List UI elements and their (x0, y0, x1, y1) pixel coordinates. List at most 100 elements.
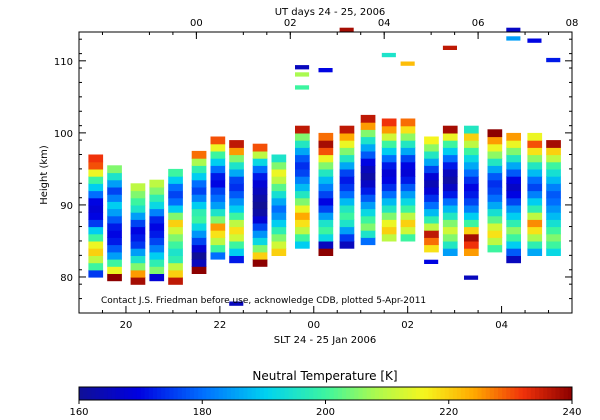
heat-cell-p20-8 (506, 197, 521, 206)
heat-cell-p11-1 (318, 240, 334, 249)
heat-cell-p14-12 (381, 147, 397, 156)
colorbar-swatch (169, 387, 174, 400)
heat-cell-p5-13 (191, 172, 207, 181)
heat-cell-p14-13 (381, 140, 397, 148)
heat-cell-p17-10 (442, 176, 458, 184)
heat-cell-p3-1 (149, 266, 165, 274)
heat-cell-p21-7 (527, 197, 543, 206)
heat-cell-p8-10 (252, 186, 268, 195)
heat-cell-p15-16 (400, 118, 416, 127)
heat-cell-p13-10 (360, 165, 376, 174)
heat-cell-p4-11 (168, 197, 183, 206)
colorbar-swatch (403, 387, 409, 400)
heat-cell-p8-6 (252, 215, 268, 224)
heat-cell-p1-11 (107, 194, 122, 202)
heat-cell-p16-10 (424, 172, 439, 181)
heat-cell-p21-11 (527, 168, 543, 177)
heat-cell-p3-11 (149, 194, 165, 202)
heat-cell-p22-4 (546, 219, 561, 228)
colorbar-swatch (317, 387, 322, 400)
heat-cell-p22-0 (546, 248, 561, 256)
heat-cell-p6-10 (210, 179, 226, 188)
heat-cell-p17-13 (442, 154, 458, 163)
heat-cell-p4-5 (168, 240, 183, 249)
isolated-block-3 (295, 85, 310, 90)
heat-cell-p15-10 (400, 161, 416, 170)
heat-cell-p3-12 (149, 186, 165, 195)
heat-cell-p18-5 (464, 212, 479, 220)
heat-cell-p11-11 (318, 168, 334, 177)
heat-cell-p18-9 (464, 183, 479, 192)
colorbar-swatch (378, 387, 384, 400)
heat-cell-p9-5 (271, 212, 287, 220)
heat-cell-p16-4 (424, 215, 439, 224)
heat-cell-p1-4 (107, 244, 122, 253)
heat-cell-p12-7 (339, 190, 355, 199)
colorbar-swatch (267, 387, 273, 400)
heat-cell-p22-5 (546, 212, 561, 220)
heat-cell-p2-10 (130, 204, 146, 213)
colorbar-swatch (144, 387, 150, 400)
heat-cell-p17-6 (442, 204, 458, 213)
colorbar-swatch (99, 387, 105, 400)
heat-cell-p15-4 (400, 204, 416, 213)
heat-cell-p4-12 (168, 190, 183, 199)
colorbar-swatch (518, 387, 524, 400)
colorbar-swatch (539, 387, 544, 400)
heat-cell-p1-5 (107, 237, 122, 246)
heat-cell-p17-3 (442, 226, 458, 235)
heat-cell-p4-10 (168, 204, 183, 213)
heat-cell-p22-3 (546, 226, 561, 235)
heat-cell-p12-16 (339, 125, 355, 134)
heat-cell-p22-10 (546, 176, 561, 184)
colorbar-swatch (198, 387, 203, 400)
heat-cell-p13-6 (360, 194, 376, 202)
heat-cell-p1-6 (107, 230, 122, 238)
colorbar-swatch (485, 387, 491, 400)
heat-cell-p5-6 (191, 222, 207, 231)
heat-cell-p2-3 (130, 255, 146, 264)
colorbar-swatch (567, 387, 573, 400)
heat-cell-p18-4 (464, 219, 479, 228)
heat-cell-p2-1 (130, 269, 146, 278)
heat-cell-p16-3 (424, 222, 439, 231)
heat-cell-p5-3 (191, 244, 207, 253)
colorbar-swatch (185, 387, 191, 400)
attribution-note: Contact J.S. Friedman before use, acknow… (101, 296, 426, 306)
heat-cell-p8-1 (252, 251, 268, 260)
heat-cell-p8-7 (252, 208, 268, 217)
heat-cell-p9-13 (271, 154, 287, 163)
heat-cell-p19-15 (487, 136, 503, 145)
heat-cell-p19-10 (487, 172, 503, 181)
heat-cell-p19-16 (487, 129, 503, 138)
heat-cell-p16-0 (424, 244, 439, 253)
heat-cell-p21-1 (527, 240, 543, 249)
heat-cell-p16-14 (424, 143, 439, 152)
colorbar-swatch (194, 387, 199, 400)
heat-cell-p20-3 (506, 233, 521, 242)
colorbar-swatch (140, 387, 146, 400)
heat-cell-p18-7 (464, 197, 479, 206)
heat-cell-p21-5 (527, 212, 543, 220)
isolated-block-4 (318, 68, 333, 73)
heat-cell-p10-5 (295, 204, 310, 213)
heat-cell-p8-15 (252, 150, 268, 159)
colorbar-swatch (325, 387, 331, 400)
heat-cell-p18-14 (464, 147, 479, 156)
heatmap-layer (88, 27, 561, 306)
heat-cell-p21-15 (527, 140, 543, 148)
heat-cell-p22-11 (546, 168, 561, 177)
colorbar-swatch (407, 387, 413, 400)
heat-cell-p5-10 (191, 194, 207, 202)
heat-cell-p20-16 (506, 140, 521, 148)
heat-cell-p15-0 (400, 233, 416, 242)
heat-cell-p16-15 (424, 136, 439, 145)
heat-cell-p0-12 (88, 183, 104, 192)
heat-cell-p18-2 (464, 233, 479, 242)
heat-cell-p12-2 (339, 226, 355, 235)
colorbar-tick-label-220: 220 (439, 407, 458, 418)
top-tick-label-00: 00 (190, 18, 203, 29)
heat-cell-p20-4 (506, 226, 521, 235)
colorbar-title: Neutral Temperature [K] (252, 369, 397, 383)
heat-cell-p11-0 (318, 248, 334, 256)
